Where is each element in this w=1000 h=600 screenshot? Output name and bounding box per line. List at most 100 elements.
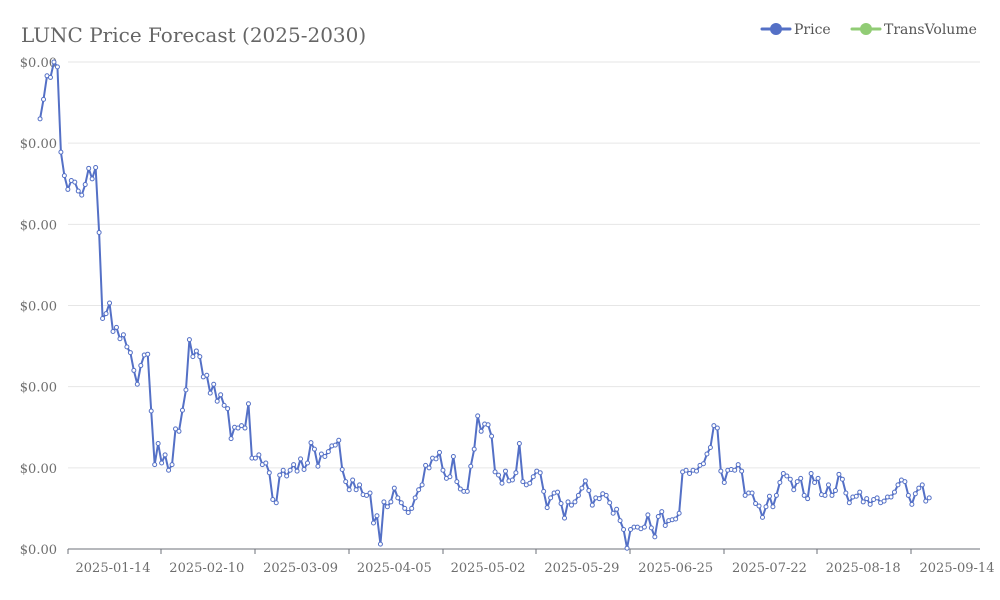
price-data-point[interactable] — [655, 514, 661, 520]
price-data-point[interactable] — [874, 495, 880, 501]
price-data-point[interactable] — [353, 487, 359, 493]
price-data-point[interactable] — [867, 501, 873, 507]
price-data-point[interactable] — [610, 510, 616, 516]
price-data-point[interactable] — [836, 471, 842, 477]
price-data-point[interactable] — [558, 501, 564, 507]
price-data-point[interactable] — [753, 501, 759, 507]
price-data-point[interactable] — [207, 390, 213, 396]
price-data-point[interactable] — [273, 500, 279, 506]
price-data-point[interactable] — [742, 492, 748, 498]
price-data-point[interactable] — [339, 466, 345, 472]
price-data-point[interactable] — [798, 475, 804, 481]
price-data-point[interactable] — [735, 462, 741, 468]
price-data-point[interactable] — [134, 381, 140, 387]
price-data-point[interactable] — [864, 496, 870, 502]
price-data-point[interactable] — [662, 522, 668, 528]
price-data-point[interactable] — [853, 493, 859, 499]
price-data-point[interactable] — [100, 315, 106, 321]
price-data-point[interactable] — [384, 504, 390, 510]
price-data-point[interactable] — [405, 509, 411, 515]
price-data-point[interactable] — [794, 479, 800, 485]
legend-item-price[interactable]: Price — [760, 22, 831, 38]
price-data-point[interactable] — [450, 453, 456, 459]
price-data-point[interactable] — [496, 472, 502, 478]
price-data-point[interactable] — [520, 479, 526, 485]
price-data-point[interactable] — [562, 515, 568, 521]
price-data-point[interactable] — [148, 408, 154, 414]
price-data-point[interactable] — [409, 505, 415, 511]
price-data-point[interactable] — [159, 460, 165, 466]
price-data-point[interactable] — [284, 473, 290, 479]
price-data-point[interactable] — [749, 490, 755, 496]
price-data-point[interactable] — [832, 488, 838, 494]
price-data-point[interactable] — [902, 479, 908, 485]
price-data-point[interactable] — [707, 445, 713, 451]
price-data-point[interactable] — [169, 462, 175, 468]
price-data-point[interactable] — [346, 487, 352, 493]
price-data-point[interactable] — [801, 492, 807, 498]
price-data-point[interactable] — [683, 467, 689, 473]
price-data-point[interactable] — [343, 479, 349, 485]
price-data-point[interactable] — [812, 479, 818, 485]
price-data-point[interactable] — [700, 461, 706, 467]
price-data-point[interactable] — [530, 474, 536, 480]
price-data-point[interactable] — [575, 492, 581, 498]
price-data-point[interactable] — [221, 402, 227, 408]
price-data-point[interactable] — [909, 501, 915, 507]
price-data-point[interactable] — [572, 499, 578, 505]
price-data-point[interactable] — [287, 467, 293, 473]
price-data-point[interactable] — [780, 471, 786, 477]
price-data-point[interactable] — [305, 460, 310, 466]
price-data-point[interactable] — [777, 479, 783, 485]
price-data-point[interactable] — [65, 186, 71, 192]
price-data-point[interactable] — [617, 518, 623, 524]
price-data-point[interactable] — [388, 499, 394, 505]
price-data-point[interactable] — [370, 520, 376, 526]
legend[interactable]: Price TransVolume — [760, 22, 977, 38]
price-data-point[interactable] — [509, 477, 515, 483]
price-data-point[interactable] — [624, 545, 630, 551]
price-data-point[interactable] — [513, 470, 519, 476]
price-data-point[interactable] — [179, 407, 185, 413]
price-data-point[interactable] — [815, 475, 821, 481]
price-data-point[interactable] — [398, 500, 404, 506]
price-data-point[interactable] — [760, 514, 765, 520]
price-data-point[interactable] — [41, 96, 47, 102]
price-data-point[interactable] — [822, 492, 828, 498]
price-data-point[interactable] — [367, 490, 373, 496]
price-data-point[interactable] — [96, 229, 102, 235]
price-data-point[interactable] — [912, 491, 918, 497]
price-data-point[interactable] — [565, 499, 571, 505]
price-data-point[interactable] — [926, 495, 932, 501]
price-data-point[interactable] — [37, 116, 43, 122]
price-data-point[interactable] — [475, 413, 481, 419]
price-data-point[interactable] — [673, 516, 679, 522]
price-data-point[interactable] — [923, 498, 929, 504]
price-data-point[interactable] — [485, 422, 491, 428]
price-data-point[interactable] — [447, 474, 453, 480]
price-data-point[interactable] — [131, 367, 137, 373]
price-data-point[interactable] — [502, 468, 508, 474]
price-data-point[interactable] — [239, 423, 245, 429]
price-data-point[interactable] — [516, 440, 522, 446]
price-data-point[interactable] — [676, 510, 682, 516]
price-data-point[interactable] — [652, 534, 658, 540]
price-data-point[interactable] — [89, 176, 95, 182]
price-data-point[interactable] — [315, 463, 321, 469]
price-data-point[interactable] — [839, 476, 845, 482]
price-data-point[interactable] — [721, 479, 727, 485]
price-data-point[interactable] — [190, 354, 196, 360]
price-data-point[interactable] — [704, 451, 710, 457]
price-data-point[interactable] — [416, 487, 422, 493]
price-data-point[interactable] — [245, 401, 251, 407]
price-data-point[interactable] — [544, 505, 550, 511]
price-data-point[interactable] — [173, 426, 179, 432]
price-data-point[interactable] — [548, 495, 554, 501]
price-data-point[interactable] — [374, 513, 380, 519]
price-data-point[interactable] — [718, 468, 724, 474]
price-data-point[interactable] — [714, 425, 720, 431]
price-data-point[interactable] — [645, 512, 651, 518]
price-data-point[interactable] — [537, 470, 543, 476]
price-data-point[interactable] — [905, 492, 911, 498]
price-data-point[interactable] — [162, 452, 168, 458]
